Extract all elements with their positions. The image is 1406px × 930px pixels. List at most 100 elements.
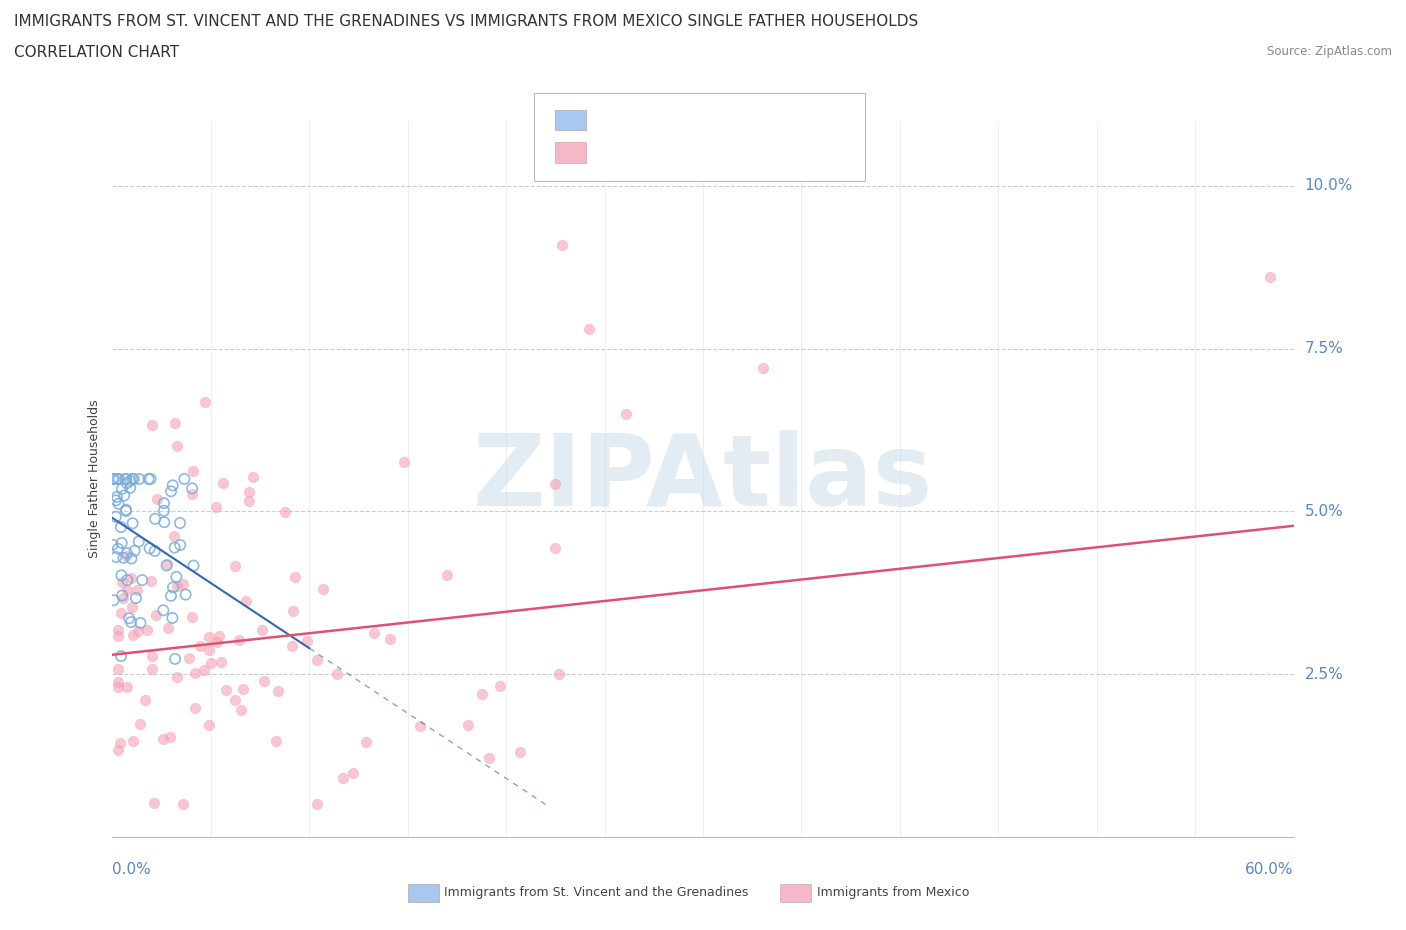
Point (105, 550, 128, 565)
Point (108, 472, 131, 486)
Text: R =  0.342   N = 102: R = 0.342 N = 102 (595, 143, 778, 158)
Point (153, 503, 176, 518)
Point (107, 680, 129, 695)
Point (141, 662, 163, 677)
Point (162, 478, 184, 493)
Point (153, 514, 176, 529)
Point (173, 472, 195, 486)
Point (115, 546, 138, 561)
Point (166, 439, 188, 454)
Point (305, 653, 328, 668)
Text: R = -0.265   N =  65: R = -0.265 N = 65 (595, 111, 778, 126)
Point (138, 541, 160, 556)
Point (165, 652, 187, 667)
Point (250, 622, 273, 637)
Point (198, 642, 221, 657)
Point (160, 589, 183, 604)
Point (228, 632, 250, 647)
Point (212, 475, 235, 490)
Point (312, 581, 335, 596)
Point (152, 603, 174, 618)
Point (128, 534, 150, 549)
Point (172, 797, 194, 812)
Text: Immigrants from St. Vincent and the Grenadines: Immigrants from St. Vincent and the Gren… (444, 886, 748, 899)
Point (121, 472, 143, 486)
Point (211, 654, 233, 669)
Point (141, 648, 163, 663)
Point (120, 473, 142, 488)
Point (110, 568, 132, 583)
Point (145, 492, 167, 507)
Point (752, 361, 775, 376)
Point (266, 734, 288, 749)
Point (125, 591, 148, 605)
Point (105, 489, 128, 504)
Point (509, 745, 531, 760)
Point (242, 470, 264, 485)
Text: 60.0%: 60.0% (1246, 862, 1294, 877)
Point (120, 615, 142, 630)
Point (295, 633, 318, 648)
Point (145, 607, 167, 622)
Point (122, 734, 145, 749)
Point (129, 616, 152, 631)
Point (332, 770, 354, 785)
Point (198, 630, 221, 644)
Point (162, 610, 184, 625)
Point (489, 678, 512, 693)
Point (193, 663, 215, 678)
Point (1258, 270, 1281, 285)
Point (128, 472, 150, 486)
Point (111, 536, 134, 551)
Point (160, 484, 183, 498)
Point (120, 571, 142, 586)
Point (121, 600, 143, 615)
Point (115, 573, 138, 588)
Point (143, 543, 166, 558)
Point (181, 463, 204, 478)
Point (238, 485, 260, 499)
Point (143, 512, 166, 526)
Point (305, 797, 328, 812)
Point (103, 592, 125, 607)
Point (107, 497, 129, 512)
Point (122, 628, 145, 643)
Point (134, 693, 156, 708)
Text: Source: ZipAtlas.com: Source: ZipAtlas.com (1267, 45, 1392, 58)
Point (152, 732, 174, 747)
Point (284, 569, 307, 584)
Point (165, 569, 187, 584)
Point (139, 472, 162, 486)
Point (342, 766, 364, 781)
Point (155, 558, 177, 573)
Point (114, 472, 136, 486)
Point (107, 674, 129, 689)
Point (471, 687, 494, 702)
Point (177, 651, 200, 666)
Point (101, 472, 124, 486)
Point (107, 622, 129, 637)
Point (274, 504, 297, 519)
Point (181, 610, 204, 625)
Point (121, 516, 143, 531)
Point (156, 557, 179, 572)
Point (548, 667, 571, 682)
Text: 0.0%: 0.0% (112, 862, 152, 877)
Point (111, 591, 134, 605)
Point (153, 496, 176, 511)
Point (122, 472, 145, 486)
Point (107, 742, 129, 757)
Point (124, 543, 146, 558)
Point (205, 634, 228, 649)
Point (194, 394, 217, 409)
Point (110, 605, 132, 620)
Point (115, 582, 138, 597)
Point (238, 494, 260, 509)
Point (112, 488, 135, 503)
Point (110, 520, 132, 535)
Point (232, 682, 254, 697)
Point (120, 551, 142, 565)
Point (283, 604, 305, 618)
Point (363, 626, 385, 641)
Point (159, 730, 181, 745)
